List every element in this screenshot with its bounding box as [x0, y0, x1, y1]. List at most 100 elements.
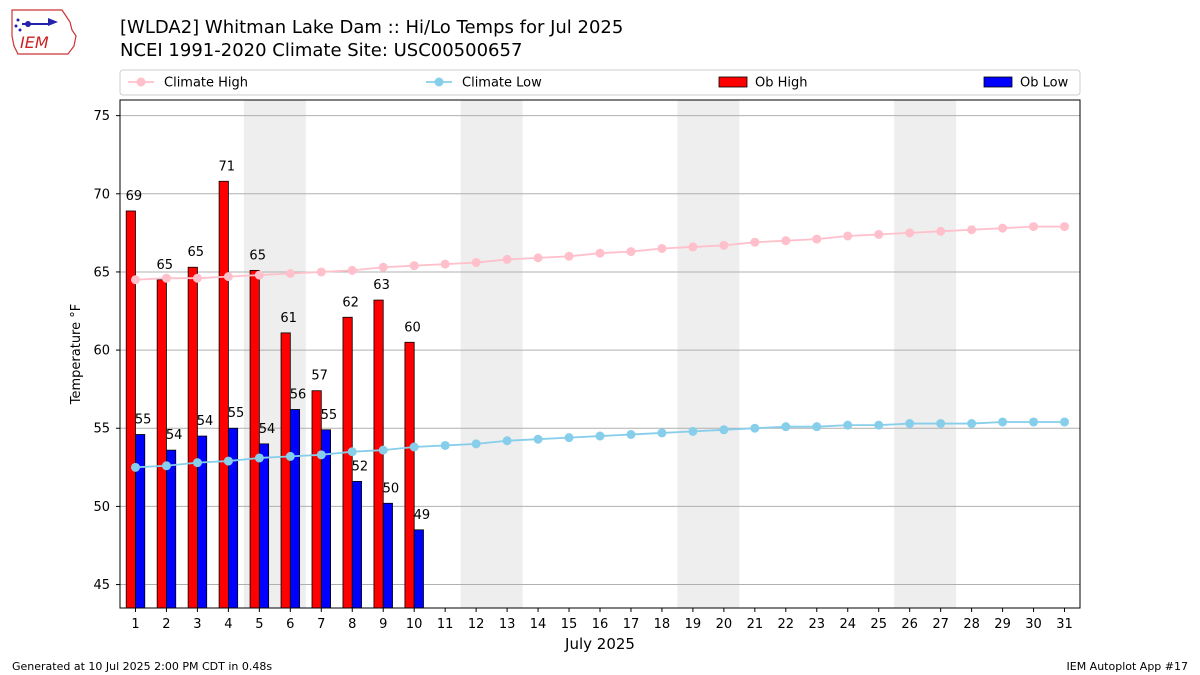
climate-low-point	[533, 434, 543, 444]
x-tick-label: 12	[468, 617, 485, 632]
climate-low-point	[657, 428, 667, 438]
climate-low-point	[843, 420, 853, 430]
climate-high-point	[192, 273, 202, 283]
ob-low-label: 50	[383, 481, 400, 496]
x-tick-label: 16	[592, 617, 609, 632]
ob-low-bar	[413, 529, 424, 609]
climate-low-point	[781, 422, 791, 432]
ob-low-label: 54	[197, 414, 214, 429]
x-tick-label: 28	[963, 617, 980, 632]
climate-high-point	[843, 231, 853, 241]
y-tick-label: 45	[93, 578, 110, 593]
x-tick-label: 13	[499, 617, 516, 632]
x-tick-label: 23	[809, 617, 826, 632]
x-axis: 1 2 3 4 5 6 7 8 9 10 11 12 13 14 15 16 17 18 19 20 21 22 23 24 2…	[131, 608, 1073, 632]
x-tick-label: 21	[747, 617, 764, 632]
climate-high-point	[347, 265, 357, 275]
ob-low-label: 56	[290, 387, 307, 402]
climate-low-point	[719, 425, 729, 435]
ob-low-bar	[382, 502, 393, 609]
weekend-shade	[677, 100, 740, 608]
climate-low-point	[1060, 417, 1070, 427]
ob-low-label: 49	[414, 508, 431, 523]
x-tick-label: 3	[193, 617, 201, 632]
ob-low-label: 55	[228, 406, 245, 421]
x-tick-label: 1	[131, 617, 139, 632]
ob-high-label: 65	[188, 245, 205, 260]
climate-high-point	[1029, 222, 1039, 232]
climate-high-point	[657, 243, 667, 253]
legend-swatch-ob-high	[718, 76, 748, 88]
ob-low-bar	[135, 434, 146, 609]
climate-low-point	[130, 462, 140, 472]
legend-marker-climate-high	[136, 77, 146, 87]
legend-frame	[119, 69, 1081, 96]
climate-low-point	[688, 426, 698, 436]
x-tick-label: 7	[317, 617, 325, 632]
x-tick-label: 5	[255, 617, 263, 632]
climate-high-point	[502, 254, 512, 264]
climate-low-point	[936, 419, 946, 429]
x-tick-label: 2	[162, 617, 170, 632]
x-tick-label: 10	[406, 617, 423, 632]
ob-low-label: 55	[321, 408, 338, 423]
x-tick-label: 22	[778, 617, 795, 632]
ob-high-label: 62	[342, 295, 359, 310]
chart-title: [WLDA2] Whitman Lake Dam :: Hi/Lo Temps …	[120, 17, 624, 38]
iem-logo: IEM	[11, 9, 77, 55]
ob-high-bar	[404, 341, 415, 609]
climate-high-point	[533, 253, 543, 263]
x-tick-label: 9	[379, 617, 387, 632]
legend-label-ob-low: Ob Low	[1020, 76, 1069, 91]
ob-low-bar	[289, 409, 301, 609]
climate-low-point	[626, 429, 636, 439]
ob-low-label: 54	[166, 428, 183, 443]
climate-high-point	[254, 270, 264, 280]
x-tick-label: 14	[530, 617, 547, 632]
climate-low-point	[564, 433, 574, 443]
climate-high-point	[285, 269, 295, 279]
y-tick-label: 60	[93, 344, 110, 359]
ob-high-label: 57	[311, 369, 328, 384]
climate-high-point	[874, 229, 884, 239]
x-tick-label: 30	[1025, 617, 1042, 632]
ob-high-label: 65	[157, 258, 174, 273]
weekend-shading	[243, 100, 957, 608]
climate-low-point	[440, 440, 450, 450]
climate-high-point	[998, 223, 1008, 233]
ob-high-bar	[249, 269, 260, 609]
climate-high-point	[595, 248, 605, 258]
x-tick-label: 20	[716, 617, 733, 632]
x-tick-label: 25	[870, 617, 887, 632]
ob-high-label: 63	[373, 278, 390, 293]
ob-high-label: 61	[280, 311, 297, 326]
x-tick-label: 31	[1056, 617, 1073, 632]
climate-high-point	[378, 262, 388, 272]
ob-low-label: 54	[259, 422, 276, 437]
x-tick-label: 18	[654, 617, 671, 632]
climate-high-point	[626, 247, 636, 257]
x-tick-label: 19	[685, 617, 702, 632]
y-tick-label: 65	[93, 265, 110, 280]
x-tick-label: 8	[348, 617, 356, 632]
ob-low-bar	[227, 427, 239, 609]
climate-low-point	[998, 417, 1008, 427]
climate-low-point	[905, 419, 915, 429]
climate-low-point	[471, 439, 481, 449]
climate-high-point	[130, 275, 140, 285]
climate-low-point	[409, 442, 419, 452]
ob-high-bar	[187, 266, 198, 609]
climate-low-point	[254, 453, 264, 463]
ob-low-bar	[166, 449, 177, 609]
x-tick-label: 26	[901, 617, 918, 632]
climate-high-point	[440, 259, 450, 269]
weekend-shade	[894, 100, 957, 608]
x-tick-label: 11	[437, 617, 454, 632]
ob-low-label: 55	[135, 412, 152, 427]
ob-low-bar	[351, 480, 362, 609]
x-tick-label: 6	[286, 617, 294, 632]
ob-high-label: 69	[126, 189, 143, 204]
climate-high-point	[936, 226, 946, 236]
legend-marker-climate-low	[434, 77, 444, 87]
footer-generated: Generated at 10 Jul 2025 2:00 PM CDT in …	[12, 660, 273, 673]
